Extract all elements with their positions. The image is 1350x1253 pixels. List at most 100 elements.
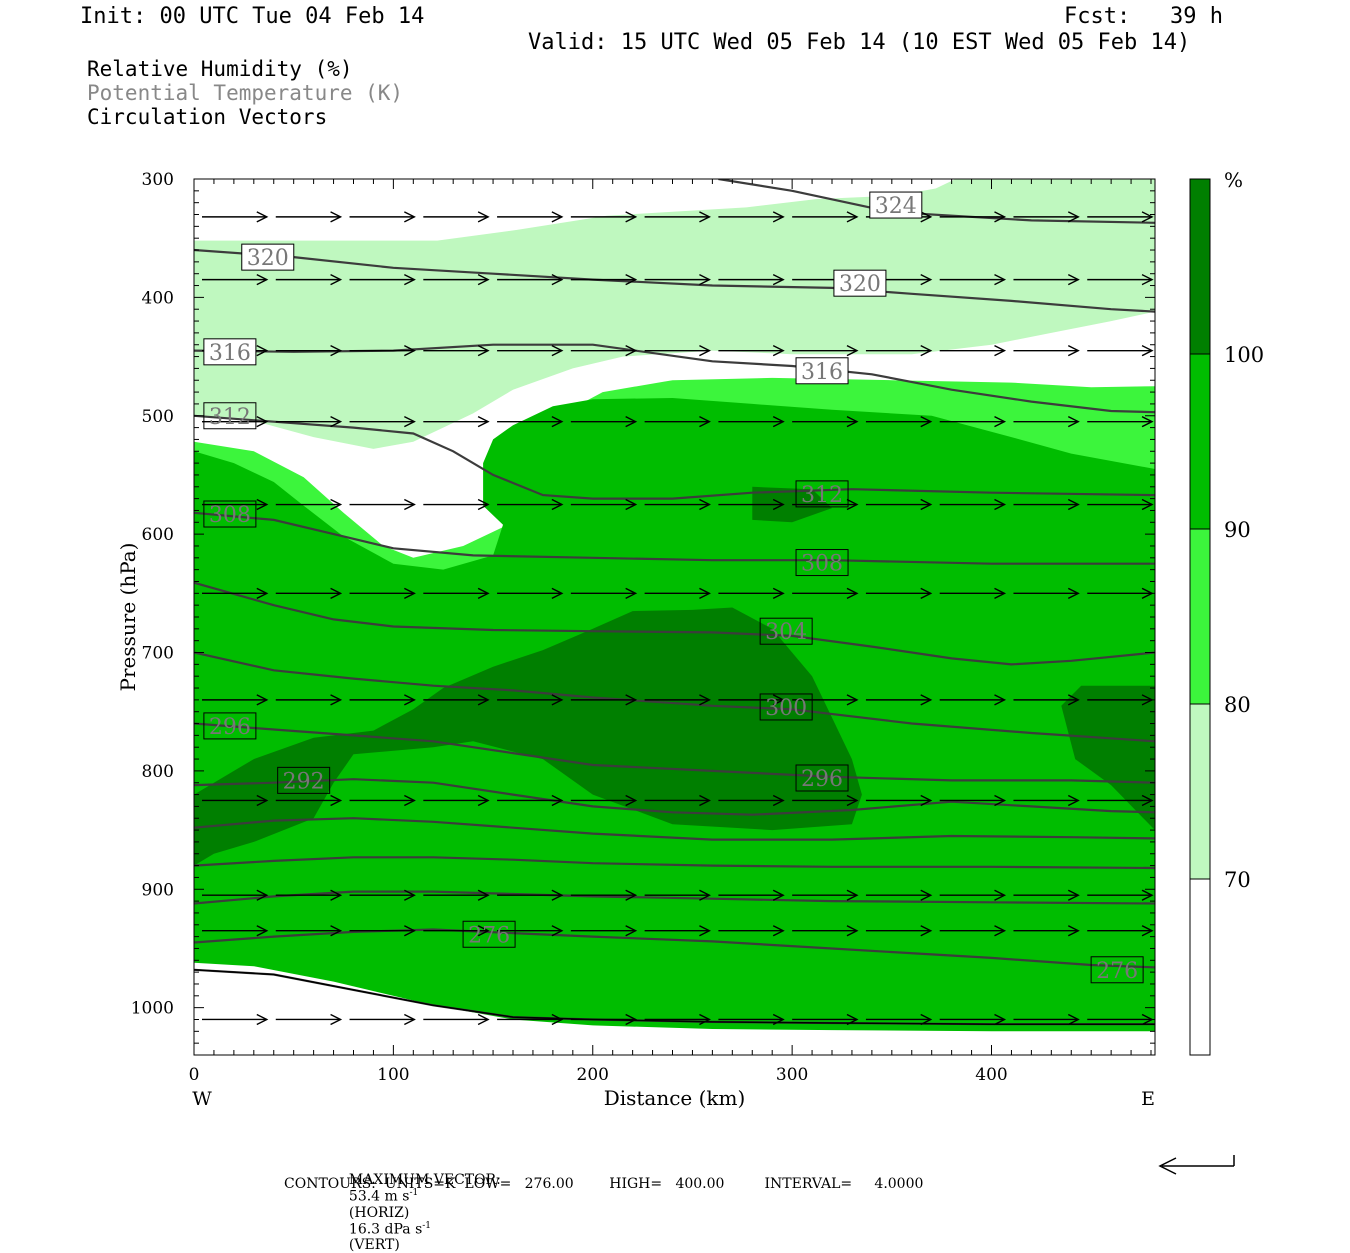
max-vector-vert: 16.3 dPa s (348, 1221, 423, 1238)
theta-contour-292 (194, 778, 1155, 816)
circulation-vector (497, 416, 564, 428)
legend-rh: Relative Humidity (%) (87, 57, 353, 81)
theta-contour-layer (194, 179, 1155, 1026)
circulation-vector (718, 694, 785, 706)
circulation-vector (865, 794, 933, 807)
circulation-vector (865, 925, 933, 937)
circulation-vector (644, 345, 711, 357)
circulation-vector (570, 1013, 638, 1026)
max-vector-vert-exp: -1 (422, 1220, 432, 1231)
colorbar-segment-0 (1190, 179, 1210, 354)
circulation-vector (349, 211, 416, 223)
theta-label-316: 316 (203, 338, 257, 366)
theta-contour-320 (194, 248, 1155, 313)
theta-label-276: 276 (462, 920, 516, 948)
theta-label-312: 312 (795, 480, 849, 508)
circulation-vector (1013, 211, 1080, 223)
circulation-vector (423, 498, 490, 511)
theta-label-box (1090, 956, 1144, 984)
theta-contour-276 (194, 928, 1155, 969)
circulation-vector (275, 273, 343, 286)
circulation-vector (939, 889, 1007, 901)
theta-label-276: 276 (1090, 956, 1144, 984)
circulation-vector (570, 345, 638, 357)
circulation-vector (718, 211, 785, 223)
rh-region-below-70-8 (194, 962, 1155, 1055)
circulation-vector (497, 889, 564, 901)
circulation-vector (423, 273, 490, 286)
y-tick-label: 500 (142, 407, 174, 427)
theta-label-box (241, 243, 295, 271)
circulation-vector (792, 694, 859, 706)
circulation-vector (644, 211, 711, 223)
max-vector-horiz-exp: -1 (409, 1188, 419, 1198)
colorbar: 70 80 90 100% (1189, 168, 1264, 1056)
y-tick-label: 400 (142, 288, 174, 308)
circulation-vector (202, 587, 269, 599)
circulation-vector (423, 889, 490, 901)
y-tick-label: 1000 (131, 999, 174, 1019)
y-tick-label: 700 (142, 644, 174, 664)
init-time: Init: 00 UTC Tue 04 Feb 14 (80, 4, 425, 29)
circulation-vector (865, 1013, 933, 1026)
colorbar-level-label: 70 (1224, 868, 1251, 892)
circulation-vector (570, 498, 638, 511)
x-tick-label: 0 (189, 1065, 200, 1085)
colorbar-level-label: 80 (1224, 693, 1251, 717)
circulation-vector (865, 345, 933, 357)
theta-label-text: 312 (801, 483, 843, 508)
circulation-vector (644, 587, 711, 599)
circulation-vector (423, 416, 490, 428)
circulation-vector (1013, 345, 1080, 357)
circulation-vector (570, 587, 638, 599)
circulation-vector (792, 211, 859, 223)
circulation-vector (349, 587, 416, 599)
theta-label-box (759, 617, 813, 645)
circulation-vector (1087, 925, 1154, 937)
colorbar-level-label: 90 (1224, 518, 1251, 542)
theta-label-text: 276 (1096, 959, 1138, 984)
circulation-vector (423, 345, 490, 357)
circulation-vector (644, 1013, 711, 1026)
circulation-vector (275, 345, 343, 357)
y-axis-title: Pressure (hPa) (116, 543, 140, 692)
circulation-vector (1013, 498, 1080, 511)
circulation-vector (1013, 273, 1080, 286)
circulation-vector (939, 498, 1007, 511)
circulation-vector (349, 694, 416, 706)
reference-vector-icon (1158, 1155, 1235, 1175)
circulation-vector (1013, 416, 1080, 428)
theta-label-box (203, 500, 257, 528)
circulation-vector (1087, 794, 1154, 807)
legend-theta: Potential Temperature (K) (87, 81, 404, 105)
theta-label-box (795, 764, 849, 792)
circulation-vector (792, 416, 859, 428)
circulation-vector (349, 925, 416, 937)
circulation-vector (275, 498, 343, 511)
theta-contour-312 (194, 414, 1155, 500)
theta-label-text: 300 (765, 696, 807, 721)
circulation-vector (644, 794, 711, 807)
circulation-vector (202, 794, 269, 807)
circulation-vector (275, 416, 343, 428)
circulation-vector (202, 925, 269, 937)
y-tick-label: 300 (142, 170, 174, 190)
axis-layer: 300 400 500 600 700 800 900 1000 0 100 200 300 400 W E… (116, 170, 1155, 1110)
circulation-vector (1087, 416, 1154, 428)
colorbar-segment-2 (1190, 529, 1210, 704)
theta-label-text: 276 (468, 923, 510, 948)
theta-contour-284 (194, 856, 1155, 870)
rh-region-100+-6 (1061, 685, 1155, 831)
theta-contour-308 (194, 511, 1155, 565)
theta-label-box (203, 338, 257, 366)
legend-vectors: Circulation Vectors (87, 105, 328, 129)
rh-fill-layer (194, 179, 1155, 1055)
circulation-vector (275, 794, 343, 807)
theta-label-box (203, 712, 257, 740)
circulation-vector (202, 1013, 269, 1026)
cross-section-chart: 324 320 320 316 316 312 312 308 308 304 300 296 296 2… (116, 168, 1264, 1110)
circulation-vector (570, 694, 638, 706)
circulation-vector (1013, 587, 1080, 599)
colorbar-unit: % (1224, 168, 1243, 192)
circulation-vector (497, 694, 564, 706)
